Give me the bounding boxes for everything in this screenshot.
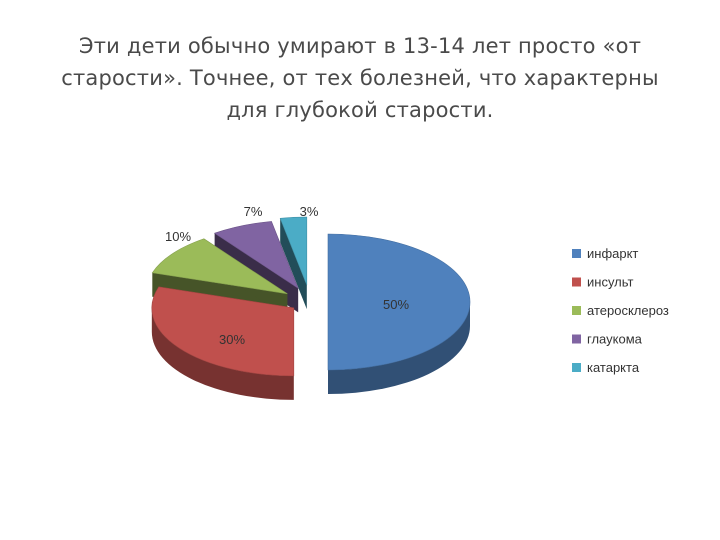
legend-swatch-инсульт [572, 277, 581, 287]
slice-катаркта-wall [280, 218, 307, 310]
data-label-инфаркт: 50% [383, 297, 409, 312]
legend-label-катаркта: катаркта [587, 360, 640, 375]
title-line-2: старости». Точнее, от тех болезней, что … [61, 66, 659, 90]
slice-инфаркт-side [328, 302, 470, 394]
legend-swatch-атеросклероз [572, 306, 581, 315]
slice-катаркта [279, 216, 308, 286]
legend: инфаркт инсульт атеросклероз глаукома катарк… [572, 246, 669, 375]
legend-label-глаукома: глаукома [587, 332, 643, 347]
data-label-катаркта: 3% [300, 204, 319, 219]
legend-swatch-инфаркт [572, 249, 581, 258]
legend-label-инфаркт: инфаркт [587, 246, 638, 261]
data-label-глаукома: 7% [244, 204, 263, 219]
slice-инсульт-side [151, 307, 294, 400]
pie-tops [151, 216, 471, 377]
legend-label-атеросклероз: атеросклероз [587, 303, 669, 318]
title-line-3: для глубокой старости. [226, 98, 494, 122]
slide-title: Эти дети обычно умирают в 13-14 лет прос… [40, 30, 680, 126]
pie-data-labels: 50% 30% 10% 7% 3% [165, 204, 409, 347]
legend-label-инсульт: инсульт [587, 275, 633, 290]
legend-swatch-катаркта [572, 363, 581, 372]
data-label-инсульт: 30% [219, 332, 245, 347]
title-line-1: Эти дети обычно умирают в 13-14 лет прос… [78, 34, 642, 58]
slice-атеросклероз [151, 238, 288, 295]
slice-инсульт [151, 286, 295, 377]
data-label-атеросклероз: 10% [165, 229, 191, 244]
legend-swatch-глаукома [572, 334, 581, 344]
slice-глаукома [213, 221, 299, 290]
slice-инфаркт [327, 233, 471, 371]
